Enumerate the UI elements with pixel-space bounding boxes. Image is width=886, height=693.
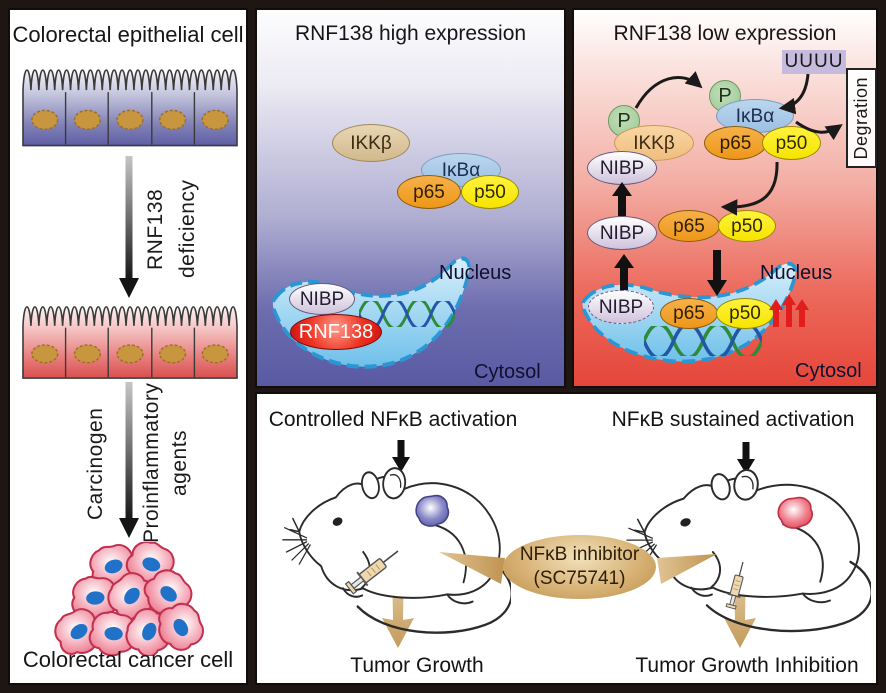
cytosol-label: Cytosol xyxy=(474,361,541,383)
cancer-cell-cluster-illustration xyxy=(52,542,207,656)
protein-nibp: NIBP xyxy=(289,283,355,315)
degradation-box-label: Degration xyxy=(851,76,871,160)
protein-p50: p50 xyxy=(461,175,519,209)
inhibitor-compound: (SC75741) xyxy=(533,568,626,589)
panel-rnf138-low: RNF138 low expression UUUU Degration P I… xyxy=(572,8,878,388)
arrow1-label-deficiency: deficiency xyxy=(176,179,199,279)
dna-icon xyxy=(644,326,762,356)
panel-rnf138-high: RNF138 high expression IKKβ IκBα p65 p50… xyxy=(255,8,566,388)
mouse-left xyxy=(281,465,511,634)
arrow2-label-agents: agents xyxy=(168,429,191,497)
protein-nibp-middle: NIBP xyxy=(587,216,657,250)
protein-p65: p65 xyxy=(397,175,461,209)
controlled-activation-heading: Controlled NFκB activation xyxy=(268,408,518,431)
nucleus-label: Nucleus xyxy=(439,262,512,284)
arrow2-label-proinflammatory: Proinflammatory xyxy=(140,382,163,544)
protein-p50-nuclear: p50 xyxy=(716,298,774,329)
tumor-red xyxy=(777,496,814,529)
protein-p65-free: p65 xyxy=(658,210,720,242)
black-down-arrows xyxy=(392,440,755,474)
protein-p65-nuclear: p65 xyxy=(660,298,718,329)
protein-ikkb: IKKβ xyxy=(332,124,410,162)
arrow2-label-carcinogen: Carcinogen xyxy=(84,407,107,521)
degradation-box: Degration xyxy=(846,68,877,168)
arrow-release-p65-p50 xyxy=(720,161,779,216)
high-panel-title: RNF138 high expression xyxy=(294,22,527,45)
low-panel-title: RNF138 low expression xyxy=(613,22,837,45)
panel-mouse-experiment: Controlled NFκB activation NFκB sustaine… xyxy=(255,392,878,685)
mouse-right xyxy=(625,467,871,633)
nucleus-label: Nucleus xyxy=(760,262,833,284)
rnf138-deficiency-arrow xyxy=(119,156,139,298)
arrow-phospho-transfer xyxy=(634,71,703,109)
nfkb-inhibitor-ellipse: NFκB inhibitor (SC75741) xyxy=(503,535,656,599)
arrow1-label-rnf138: RNF138 xyxy=(144,188,167,270)
panel-colorectal-cells: Colorectal epithelial cell RNF138 defici… xyxy=(8,8,248,685)
arrow-uuuu-to-ikba xyxy=(778,73,810,115)
tumor-growth-label: Tumor Growth xyxy=(350,654,484,677)
tumor-blue xyxy=(415,494,450,527)
tumor-growth-inhibition-label: Tumor Growth Inhibition xyxy=(635,654,859,677)
polyubiquitin-uuuu-tag: UUUU xyxy=(782,50,846,74)
sustained-activation-heading: NFκB sustained activation xyxy=(611,408,855,431)
left-panel-title: Colorectal epithelial cell xyxy=(12,22,244,47)
protein-p50-free: p50 xyxy=(718,210,776,242)
protein-rnf138: RNF138 xyxy=(290,314,382,350)
protein-p65-upper: p65 xyxy=(704,126,767,160)
inflamed-epithelium-illustration xyxy=(22,306,238,379)
inhibitor-name: NFκB inhibitor xyxy=(519,544,640,566)
protein-nibp-nuclear: NIBP xyxy=(588,290,654,324)
carcinogen-arrow xyxy=(119,382,139,538)
cytosol-label: Cytosol xyxy=(795,360,862,382)
normal-epithelium-illustration xyxy=(22,69,238,147)
protein-p50-upper: p50 xyxy=(762,126,821,160)
left-panel-footer: Colorectal cancer cell xyxy=(22,647,234,672)
protein-nibp-upper: NIBP xyxy=(587,151,657,185)
